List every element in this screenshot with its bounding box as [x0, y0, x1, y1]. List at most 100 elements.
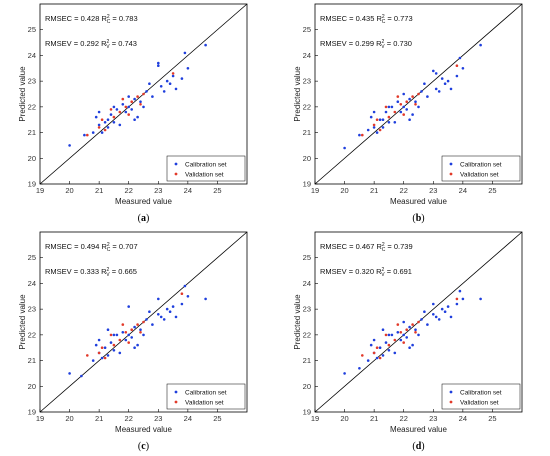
legend-validation-marker: [174, 172, 178, 176]
rmsec-stat: RMSEC = 0.494 R2 C = 0.707: [45, 242, 138, 253]
calibration-point: [434, 315, 438, 319]
calibration-point: [420, 318, 423, 321]
y-tick-label: 24: [28, 279, 36, 288]
calibration-point: [145, 90, 148, 93]
validation-point: [372, 351, 376, 355]
validation-point: [139, 103, 142, 106]
calibration-point: [106, 126, 110, 129]
y-tick-label: 23: [28, 305, 36, 314]
calibration-point: [97, 338, 101, 342]
rmsec-stat: RMSEC = 0.428 R2 C = 0.783: [45, 14, 138, 25]
y-tick-label: 19: [28, 180, 36, 189]
legend-validation-marker: [449, 172, 453, 176]
calibration-point: [461, 297, 465, 301]
calibration-point: [408, 346, 411, 349]
calibration-point: [417, 333, 420, 337]
calibration-point: [405, 108, 408, 111]
calibration-point: [94, 343, 98, 347]
calibration-point: [396, 331, 400, 334]
validation-point: [142, 320, 145, 324]
calibration-point: [358, 133, 361, 137]
validation-point: [393, 338, 397, 342]
legend-calibration-label: Calibration set: [185, 390, 227, 397]
x-tick-label: 25: [213, 186, 221, 195]
y-tick-label: 21: [28, 128, 36, 137]
calibration-point: [204, 43, 207, 47]
calibration-point: [387, 349, 391, 352]
validation-point: [393, 110, 397, 114]
y-tick-label: 21: [303, 128, 311, 137]
panel-tag: (b): [412, 213, 424, 224]
calibration-point: [343, 146, 346, 150]
validation-point: [180, 292, 184, 295]
calibration-point: [133, 346, 136, 349]
calibration-point: [432, 69, 435, 73]
calibration-point: [157, 61, 160, 65]
calibration-point: [372, 338, 376, 342]
panel-tag: (a): [138, 213, 150, 224]
calibration-point: [180, 302, 184, 306]
calibration-point: [423, 310, 426, 313]
chart-panel-a: 19 20 21 22 23 24 25 19 20 21 22 23 24 25 Measured val…: [0, 0, 275, 228]
calibration-point: [183, 284, 187, 288]
y-tick-label: 25: [303, 25, 311, 34]
calibration-point: [402, 92, 405, 96]
calibration-point: [162, 318, 166, 321]
x-tick-label: 23: [429, 414, 437, 423]
calibration-point: [180, 77, 184, 80]
calibration-point: [136, 343, 139, 347]
validation-point: [118, 338, 122, 342]
calibration-point: [148, 82, 151, 85]
calibration-point: [390, 333, 394, 337]
validation-point: [396, 95, 400, 98]
calibration-point: [115, 333, 119, 337]
x-tick-label: 21: [95, 186, 103, 195]
calibration-point: [115, 108, 119, 111]
panel-tag: (c): [138, 441, 149, 452]
validation-point: [112, 115, 116, 119]
calibration-point: [106, 328, 110, 331]
y-tick-label: 22: [303, 330, 311, 339]
calibration-point: [437, 90, 441, 93]
calibration-point: [133, 325, 136, 329]
validation-point: [118, 110, 122, 114]
y-tick-label: 20: [28, 154, 36, 163]
validation-point: [405, 328, 408, 331]
legend-validation-label: Validation set: [185, 400, 224, 407]
validation-point: [103, 356, 107, 360]
x-tick-label: 21: [370, 414, 378, 423]
scatter-plot-d: 19 20 21 22 23 24 25 19 20 21 22 23 24 25 Measured val…: [293, 231, 523, 452]
validation-point: [97, 126, 101, 129]
calibration-point: [387, 333, 391, 337]
validation-point: [417, 92, 420, 96]
calibration-point: [204, 297, 207, 301]
legend-box: [166, 155, 246, 182]
calibration-point: [97, 123, 101, 127]
calibration-point: [408, 97, 411, 101]
calibration-point: [171, 305, 175, 308]
calibration-point: [142, 105, 145, 109]
calibration-point: [112, 121, 116, 124]
legend-calibration-label: Calibration set: [460, 162, 502, 169]
calibration-point: [393, 121, 397, 124]
validation-point: [399, 103, 403, 106]
calibration-point: [118, 351, 122, 355]
validation-point: [361, 133, 364, 137]
validation-point: [100, 346, 104, 349]
validation-point: [399, 331, 403, 334]
calibration-point: [449, 87, 453, 91]
validation-point: [384, 333, 388, 337]
calibration-point: [420, 90, 423, 93]
x-tick-label: 25: [213, 414, 221, 423]
x-tick-label: 21: [370, 186, 378, 195]
calibration-point: [366, 128, 370, 132]
validation-point: [130, 328, 133, 331]
y-tick-label: 25: [303, 253, 311, 262]
y-tick-label: 22: [28, 330, 36, 339]
calibration-point: [174, 87, 178, 91]
calibration-point: [109, 341, 113, 344]
calibration-point: [393, 351, 397, 355]
validation-point: [402, 113, 405, 116]
y-axis-label: Predicted value: [18, 294, 27, 350]
x-tick-label: 23: [154, 186, 162, 195]
